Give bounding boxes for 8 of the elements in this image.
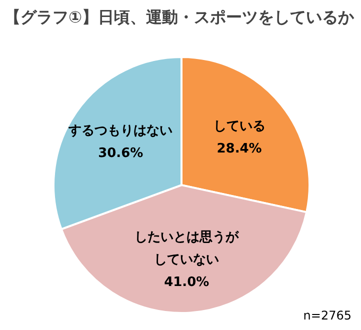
chart-title: 【グラフ①】日頃、運動・スポーツをしているか xyxy=(4,8,356,26)
slice-label: したいとは思うがしていない xyxy=(134,230,240,268)
data-label: 28.4% xyxy=(216,142,262,157)
data-label: 30.6% xyxy=(98,146,144,161)
slice-label: している xyxy=(213,119,266,134)
text: n=2765 xyxy=(303,308,352,322)
data-label: 41.0% xyxy=(164,274,210,290)
slice-label: するつもりはない xyxy=(68,123,173,138)
